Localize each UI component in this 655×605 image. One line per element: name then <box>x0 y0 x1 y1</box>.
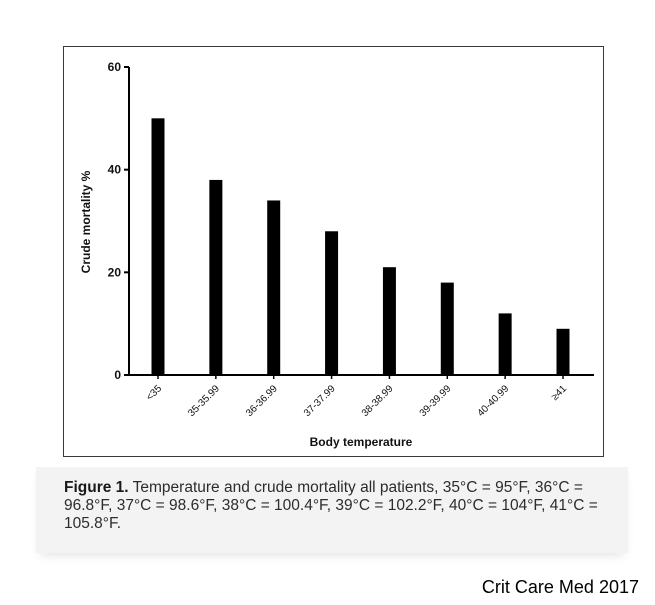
x-tick-label: 35-35.99 <box>186 383 222 419</box>
figure-caption: Figure 1. Temperature and crude mortalit… <box>64 479 616 533</box>
bar <box>325 231 339 375</box>
x-tick-label: <35 <box>144 383 164 403</box>
bar <box>556 328 570 375</box>
x-axis-label: Body temperature <box>310 435 413 449</box>
x-tick-label: ≥41 <box>550 383 570 403</box>
figure-frame <box>63 46 604 457</box>
y-axis: 0 20 40 60 <box>108 60 130 382</box>
bar <box>498 313 512 375</box>
x-tick-label: 40-40.99 <box>476 383 512 419</box>
bar-chart: 0 20 40 60 <35 35-35.99 36-36.99 37-37.99 38-38… <box>79 60 594 449</box>
x-tick-label: 39-39.99 <box>418 383 454 419</box>
caption-background <box>36 467 628 553</box>
bar <box>151 118 165 375</box>
x-tick-label: 38-38.99 <box>360 383 396 419</box>
bar <box>440 282 454 375</box>
bar <box>382 267 396 375</box>
source-citation: Crit Care Med 2017 <box>481 577 639 597</box>
bar <box>267 200 281 375</box>
x-tick-label: 37-37.99 <box>302 383 338 419</box>
caption-text: Temperature and crude mortality all pati… <box>64 479 598 532</box>
x-tick-label: 36-36.99 <box>244 383 280 419</box>
y-axis-label: Crude mortality % <box>79 170 93 273</box>
y-tick-label: 60 <box>108 60 122 74</box>
bars <box>151 118 570 375</box>
x-axis: <35 35-35.99 36-36.99 37-37.99 38-38.99 39-39… <box>129 374 594 419</box>
y-tick-label: 0 <box>114 368 121 382</box>
y-tick-label: 40 <box>108 163 122 177</box>
bar <box>209 179 223 375</box>
caption-label: Figure 1. <box>64 479 129 496</box>
y-tick-label: 20 <box>108 265 122 279</box>
